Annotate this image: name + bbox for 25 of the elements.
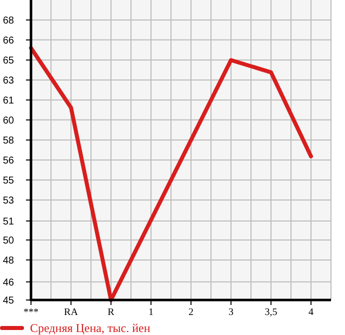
y-tick-label: 53	[2, 196, 14, 207]
line-series	[29, 46, 313, 302]
x-tick-label: 3	[228, 307, 234, 318]
y-tick-label: 51	[2, 216, 14, 228]
legend-label: Средняя Цена, тыс. йен	[30, 321, 151, 335]
y-tick-label: 46	[2, 277, 14, 288]
y-tick-label: 45	[2, 296, 14, 306]
x-tick-label: R	[108, 307, 115, 318]
x-tick-label: RA	[64, 307, 79, 318]
y-tick-label: 55	[2, 175, 14, 186]
y-tick-label: 58	[2, 136, 14, 147]
y-tick-label: 68	[2, 15, 14, 26]
y-tick-label: 48	[2, 255, 14, 266]
y-tick-label: 56	[2, 155, 14, 166]
y-tick-label: 50	[2, 235, 14, 246]
x-tick-label: 2	[188, 307, 194, 318]
y-tick-label: 60	[2, 115, 14, 126]
x-tick-label: ***	[24, 307, 38, 318]
y-tick-label: 63	[2, 75, 14, 86]
y-tick-label: 66	[2, 35, 14, 46]
x-tick-label: 4	[308, 307, 314, 318]
y-tick-label: 61	[2, 95, 14, 106]
x-tick-label: 3,5	[264, 307, 278, 318]
x-tick-label: 1	[148, 307, 154, 318]
y-tick-label: 65	[2, 56, 14, 67]
